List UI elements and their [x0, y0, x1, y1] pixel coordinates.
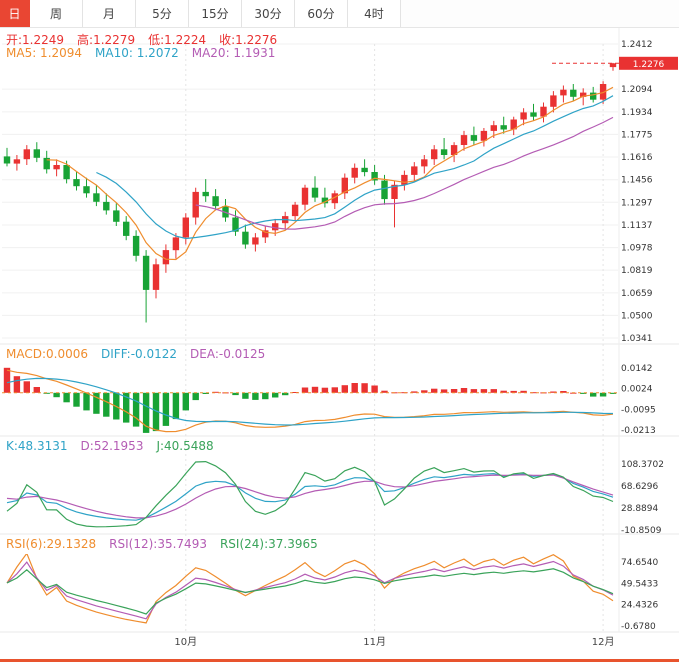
svg-text:1.0500: 1.0500 — [621, 311, 653, 321]
svg-text:1.2412: 1.2412 — [621, 40, 653, 50]
svg-text:1.1616: 1.1616 — [621, 153, 653, 163]
svg-text:1.1137: 1.1137 — [621, 221, 653, 231]
svg-text:-0.6780: -0.6780 — [621, 622, 656, 632]
chart-area: 10月 11月 12月 1.2412 1.2094 1.1934 1.1775 1.1616… — [0, 28, 679, 659]
svg-text:-0.0213: -0.0213 — [621, 426, 656, 436]
tab-15min[interactable]: 15分 — [189, 0, 242, 27]
svg-text:-0.0095: -0.0095 — [621, 405, 656, 415]
svg-text:1.1297: 1.1297 — [621, 198, 653, 208]
tab-4hour[interactable]: 4时 — [348, 0, 401, 27]
tab-5min[interactable]: 5分 — [136, 0, 189, 27]
svg-text:28.8894: 28.8894 — [621, 504, 658, 514]
timeframe-toolbar: 日 周 月 5分 15分 30分 60分 4时 — [0, 0, 679, 28]
svg-text:11月: 11月 — [363, 636, 386, 648]
svg-text:0.0024: 0.0024 — [621, 385, 653, 395]
svg-text:1.0819: 1.0819 — [621, 266, 653, 276]
svg-text:1.0978: 1.0978 — [621, 244, 653, 254]
svg-text:108.3702: 108.3702 — [621, 460, 664, 470]
tab-month[interactable]: 月 — [83, 0, 136, 27]
chart-canvas[interactable]: 10月 11月 12月 1.2412 1.2094 1.1934 1.1775 1.1616… — [0, 28, 679, 659]
tab-60min[interactable]: 60分 — [295, 0, 348, 27]
svg-text:1.1456: 1.1456 — [621, 176, 653, 186]
svg-text:12月: 12月 — [592, 636, 615, 648]
bottom-accent-bar — [0, 659, 679, 662]
tab-day[interactable]: 日 — [0, 0, 30, 27]
svg-text:1.2094: 1.2094 — [621, 85, 653, 95]
svg-text:1.2276: 1.2276 — [633, 60, 665, 70]
svg-text:1.1934: 1.1934 — [621, 108, 653, 118]
svg-text:10月: 10月 — [174, 636, 197, 648]
svg-text:49.5433: 49.5433 — [621, 579, 658, 589]
svg-text:24.4326: 24.4326 — [621, 601, 658, 611]
svg-text:1.1775: 1.1775 — [621, 130, 653, 140]
svg-text:0.0142: 0.0142 — [621, 364, 653, 374]
svg-text:1.0341: 1.0341 — [621, 334, 653, 344]
svg-text:-10.8509: -10.8509 — [621, 526, 662, 536]
tab-week[interactable]: 周 — [30, 0, 83, 27]
svg-text:74.6540: 74.6540 — [621, 558, 658, 568]
svg-text:68.6296: 68.6296 — [621, 482, 658, 492]
svg-text:1.0659: 1.0659 — [621, 289, 653, 299]
tab-30min[interactable]: 30分 — [242, 0, 295, 27]
